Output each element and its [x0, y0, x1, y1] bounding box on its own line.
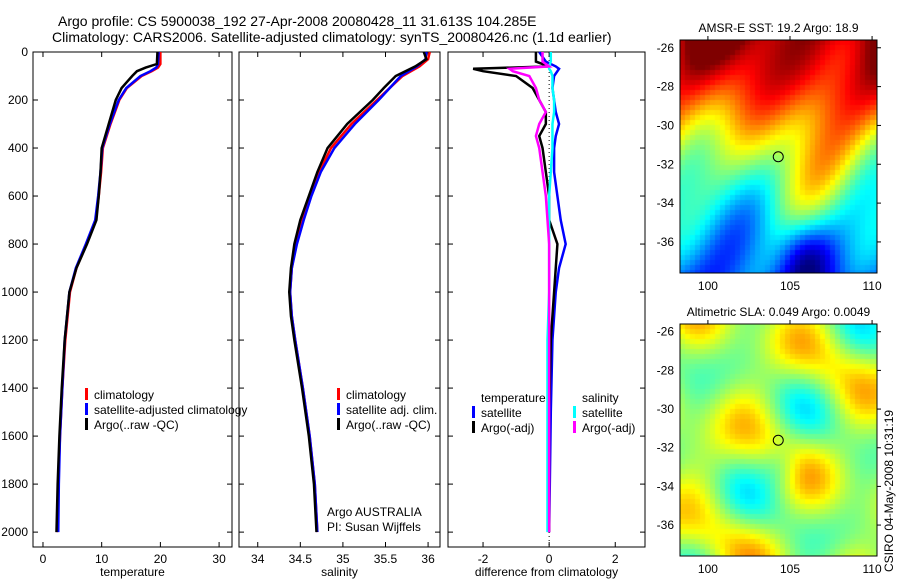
y-tick-label: -28 [657, 363, 675, 377]
y-tick-label: 1000 [1, 285, 28, 299]
y-tick-label: 600 [8, 189, 28, 203]
map-frame [679, 323, 878, 557]
argo-location-marker [772, 151, 784, 163]
legend-label: climatology [346, 388, 406, 402]
figure-title-line1: Argo profile: CS 5900038_192 27-Apr-2008… [58, 13, 537, 29]
figure-title-line2: Climatology: CARS2006. Satellite-adjuste… [52, 29, 612, 45]
y-tick-label: -30 [657, 118, 675, 132]
y-tick-label: 1800 [1, 477, 28, 491]
x-tick-label: 20 [154, 552, 168, 566]
legend-label: satellite-adjusted climatology [94, 403, 247, 417]
legend-title-salinity: salinity [582, 391, 619, 405]
legend-swatch [337, 403, 340, 415]
annotation-text: Argo AUSTRALIA [327, 505, 422, 519]
legend-swatch [85, 418, 88, 430]
x-axis-label: salinity [321, 565, 358, 579]
sst-map-image [680, 40, 877, 273]
y-tick-label: -36 [657, 235, 675, 249]
legend-label: Argo(-adj) [582, 421, 635, 435]
x-tick-label: 35.5 [374, 552, 398, 566]
y-tick-label: -28 [657, 80, 675, 94]
legend-swatch [337, 388, 340, 400]
x-tick-label: 2 [612, 552, 619, 566]
y-tick-label: -34 [657, 196, 675, 210]
x-tick-label: 100 [698, 562, 718, 576]
argo-location-marker [772, 434, 784, 446]
footer-stamp: CSIRO 04-May-2008 10:31:19 [882, 409, 896, 572]
y-tick-label: -32 [657, 157, 675, 171]
x-tick-label: 105 [780, 279, 800, 293]
legend-label: Argo(..raw -QC) [346, 418, 431, 432]
plot-frame [447, 51, 646, 548]
legend-label: satellite [582, 406, 623, 420]
legend-swatch [573, 406, 576, 418]
series-line-temperature-argo-adj- [472, 52, 559, 533]
x-tick-label: 0 [40, 552, 47, 566]
x-axis-label: temperature [100, 565, 165, 579]
map-title: AMSR-E SST: 19.2 Argo: 18.9 [698, 21, 858, 35]
y-tick-label: 2000 [1, 525, 28, 539]
y-tick-label: 1400 [1, 381, 28, 395]
legend-swatch [85, 388, 88, 400]
x-tick-label: 110 [863, 279, 882, 293]
legend-swatch [573, 421, 576, 433]
legend-swatch [85, 403, 88, 415]
legend-label: climatology [94, 388, 154, 402]
y-tick-label: 400 [8, 141, 28, 155]
legend-label: satellite [481, 406, 522, 420]
legend-label: satellite adj. clim. [346, 403, 437, 417]
x-tick-label: 105 [780, 562, 800, 576]
x-tick-label: 100 [698, 279, 718, 293]
plot-frame [238, 51, 441, 548]
x-tick-label: 35 [336, 552, 350, 566]
x-tick-label: -2 [478, 552, 489, 566]
x-tick-label: 10 [95, 552, 109, 566]
legend-label: Argo(..raw -QC) [94, 418, 179, 432]
y-tick-label: 1600 [1, 429, 28, 443]
y-tick-label: 200 [8, 93, 28, 107]
series-line-salinity-argo-adj- [505, 52, 553, 533]
plot-frame [32, 51, 233, 548]
series-line-temperature-satellite [538, 51, 567, 533]
legend-title-temperature: temperature [481, 391, 546, 405]
x-tick-label: 36 [421, 552, 435, 566]
x-tick-label: 110 [863, 562, 882, 576]
legend-label: Argo(-adj) [481, 421, 534, 435]
y-tick-label: 1200 [1, 333, 28, 347]
x-tick-label: 34 [251, 552, 265, 566]
y-tick-label: -30 [657, 402, 675, 416]
annotation-text: PI: Susan Wijffels [327, 520, 421, 534]
legend-swatch [472, 406, 475, 418]
sla-map-image [680, 324, 877, 556]
x-tick-label: 0 [546, 552, 553, 566]
legend-swatch [472, 421, 475, 433]
series-line-argo-raw-qc- [55, 51, 159, 533]
series-line-argo-raw-qc- [287, 51, 428, 533]
y-tick-label: 0 [21, 45, 28, 59]
x-tick-label: 30 [212, 552, 226, 566]
y-tick-label: -36 [657, 518, 675, 532]
legend-swatch [337, 418, 340, 430]
x-tick-label: 34.5 [289, 552, 313, 566]
y-tick-label: -32 [657, 441, 675, 455]
map-title: Altimetric SLA: 0.049 Argo: 0.0049 [687, 305, 871, 319]
y-tick-label: -26 [657, 325, 675, 339]
y-tick-label: 800 [8, 237, 28, 251]
x-axis-label: difference from climatology [475, 565, 618, 579]
y-tick-label: -26 [657, 41, 675, 55]
y-tick-label: -34 [657, 479, 675, 493]
map-frame [679, 39, 878, 274]
